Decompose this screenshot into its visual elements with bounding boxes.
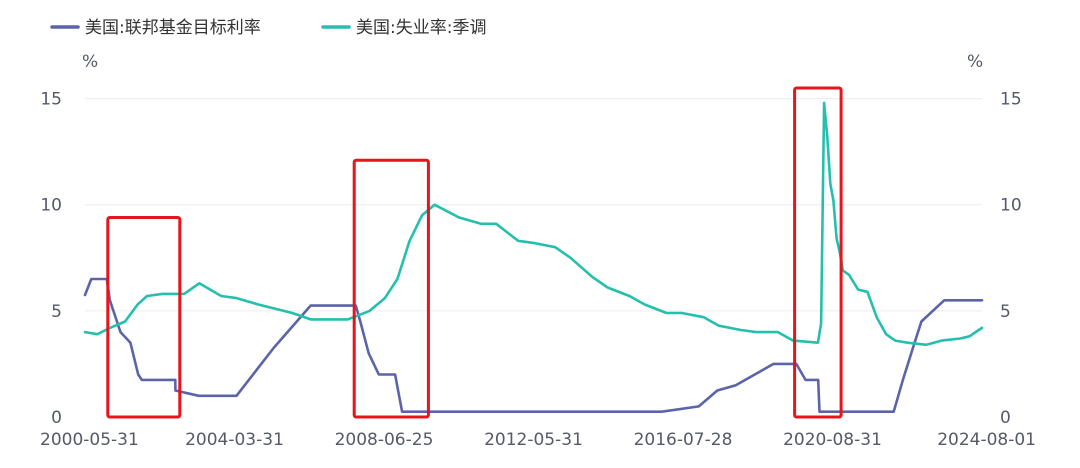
legend: 美国:联邦基金目标利率 美国:失业率:季调 bbox=[50, 18, 486, 38]
left-tick-label: 15 bbox=[40, 90, 62, 110]
legend-item-unemployment[interactable]: 美国:失业率:季调 bbox=[321, 18, 486, 38]
highlight-boxes bbox=[106, 86, 843, 419]
highlight-box bbox=[352, 158, 430, 419]
x-tick-label: 2008-06-25 bbox=[335, 430, 434, 450]
series-line-fed-funds-rate bbox=[83, 277, 984, 413]
x-tick-label: 2020-08-31 bbox=[783, 430, 882, 450]
x-tick-label: 2024-08-01 bbox=[937, 430, 1036, 450]
legend-label-unemployment: 美国:失业率:季调 bbox=[356, 18, 486, 38]
right-tick-label: 15 bbox=[1000, 90, 1022, 110]
left-tick-label: 10 bbox=[40, 196, 62, 216]
series-line-unemployment-rate bbox=[83, 101, 984, 347]
x-tick-label: 2000-05-31 bbox=[40, 430, 139, 450]
right-tick-label: 5 bbox=[1000, 302, 1011, 322]
series bbox=[83, 101, 984, 413]
highlight-box bbox=[793, 86, 843, 419]
x-tick-label: 2012-05-31 bbox=[484, 430, 583, 450]
left-tick-label: 5 bbox=[51, 302, 62, 322]
gridlines bbox=[85, 98, 982, 312]
x-tick-label: 2004-03-31 bbox=[185, 430, 284, 450]
left-axis-ticks: 0 5 10 15 bbox=[40, 90, 62, 428]
legend-label-rate: 美国:联邦基金目标利率 bbox=[85, 18, 261, 38]
right-axis-unit: % bbox=[967, 52, 983, 72]
right-axis-ticks: 0 5 10 15 bbox=[1000, 90, 1022, 428]
left-tick-label: 0 bbox=[51, 408, 62, 428]
legend-item-rate[interactable]: 美国:联邦基金目标利率 bbox=[50, 18, 261, 38]
left-axis-unit: % bbox=[82, 52, 98, 72]
x-axis-ticks: 2000-05-31 2004-03-31 2008-06-25 2012-05-31… bbox=[40, 430, 1036, 450]
right-tick-label: 0 bbox=[1000, 408, 1011, 428]
right-tick-label: 10 bbox=[1000, 196, 1022, 216]
x-tick-label: 2016-07-28 bbox=[634, 430, 733, 450]
highlight-box bbox=[106, 216, 182, 419]
